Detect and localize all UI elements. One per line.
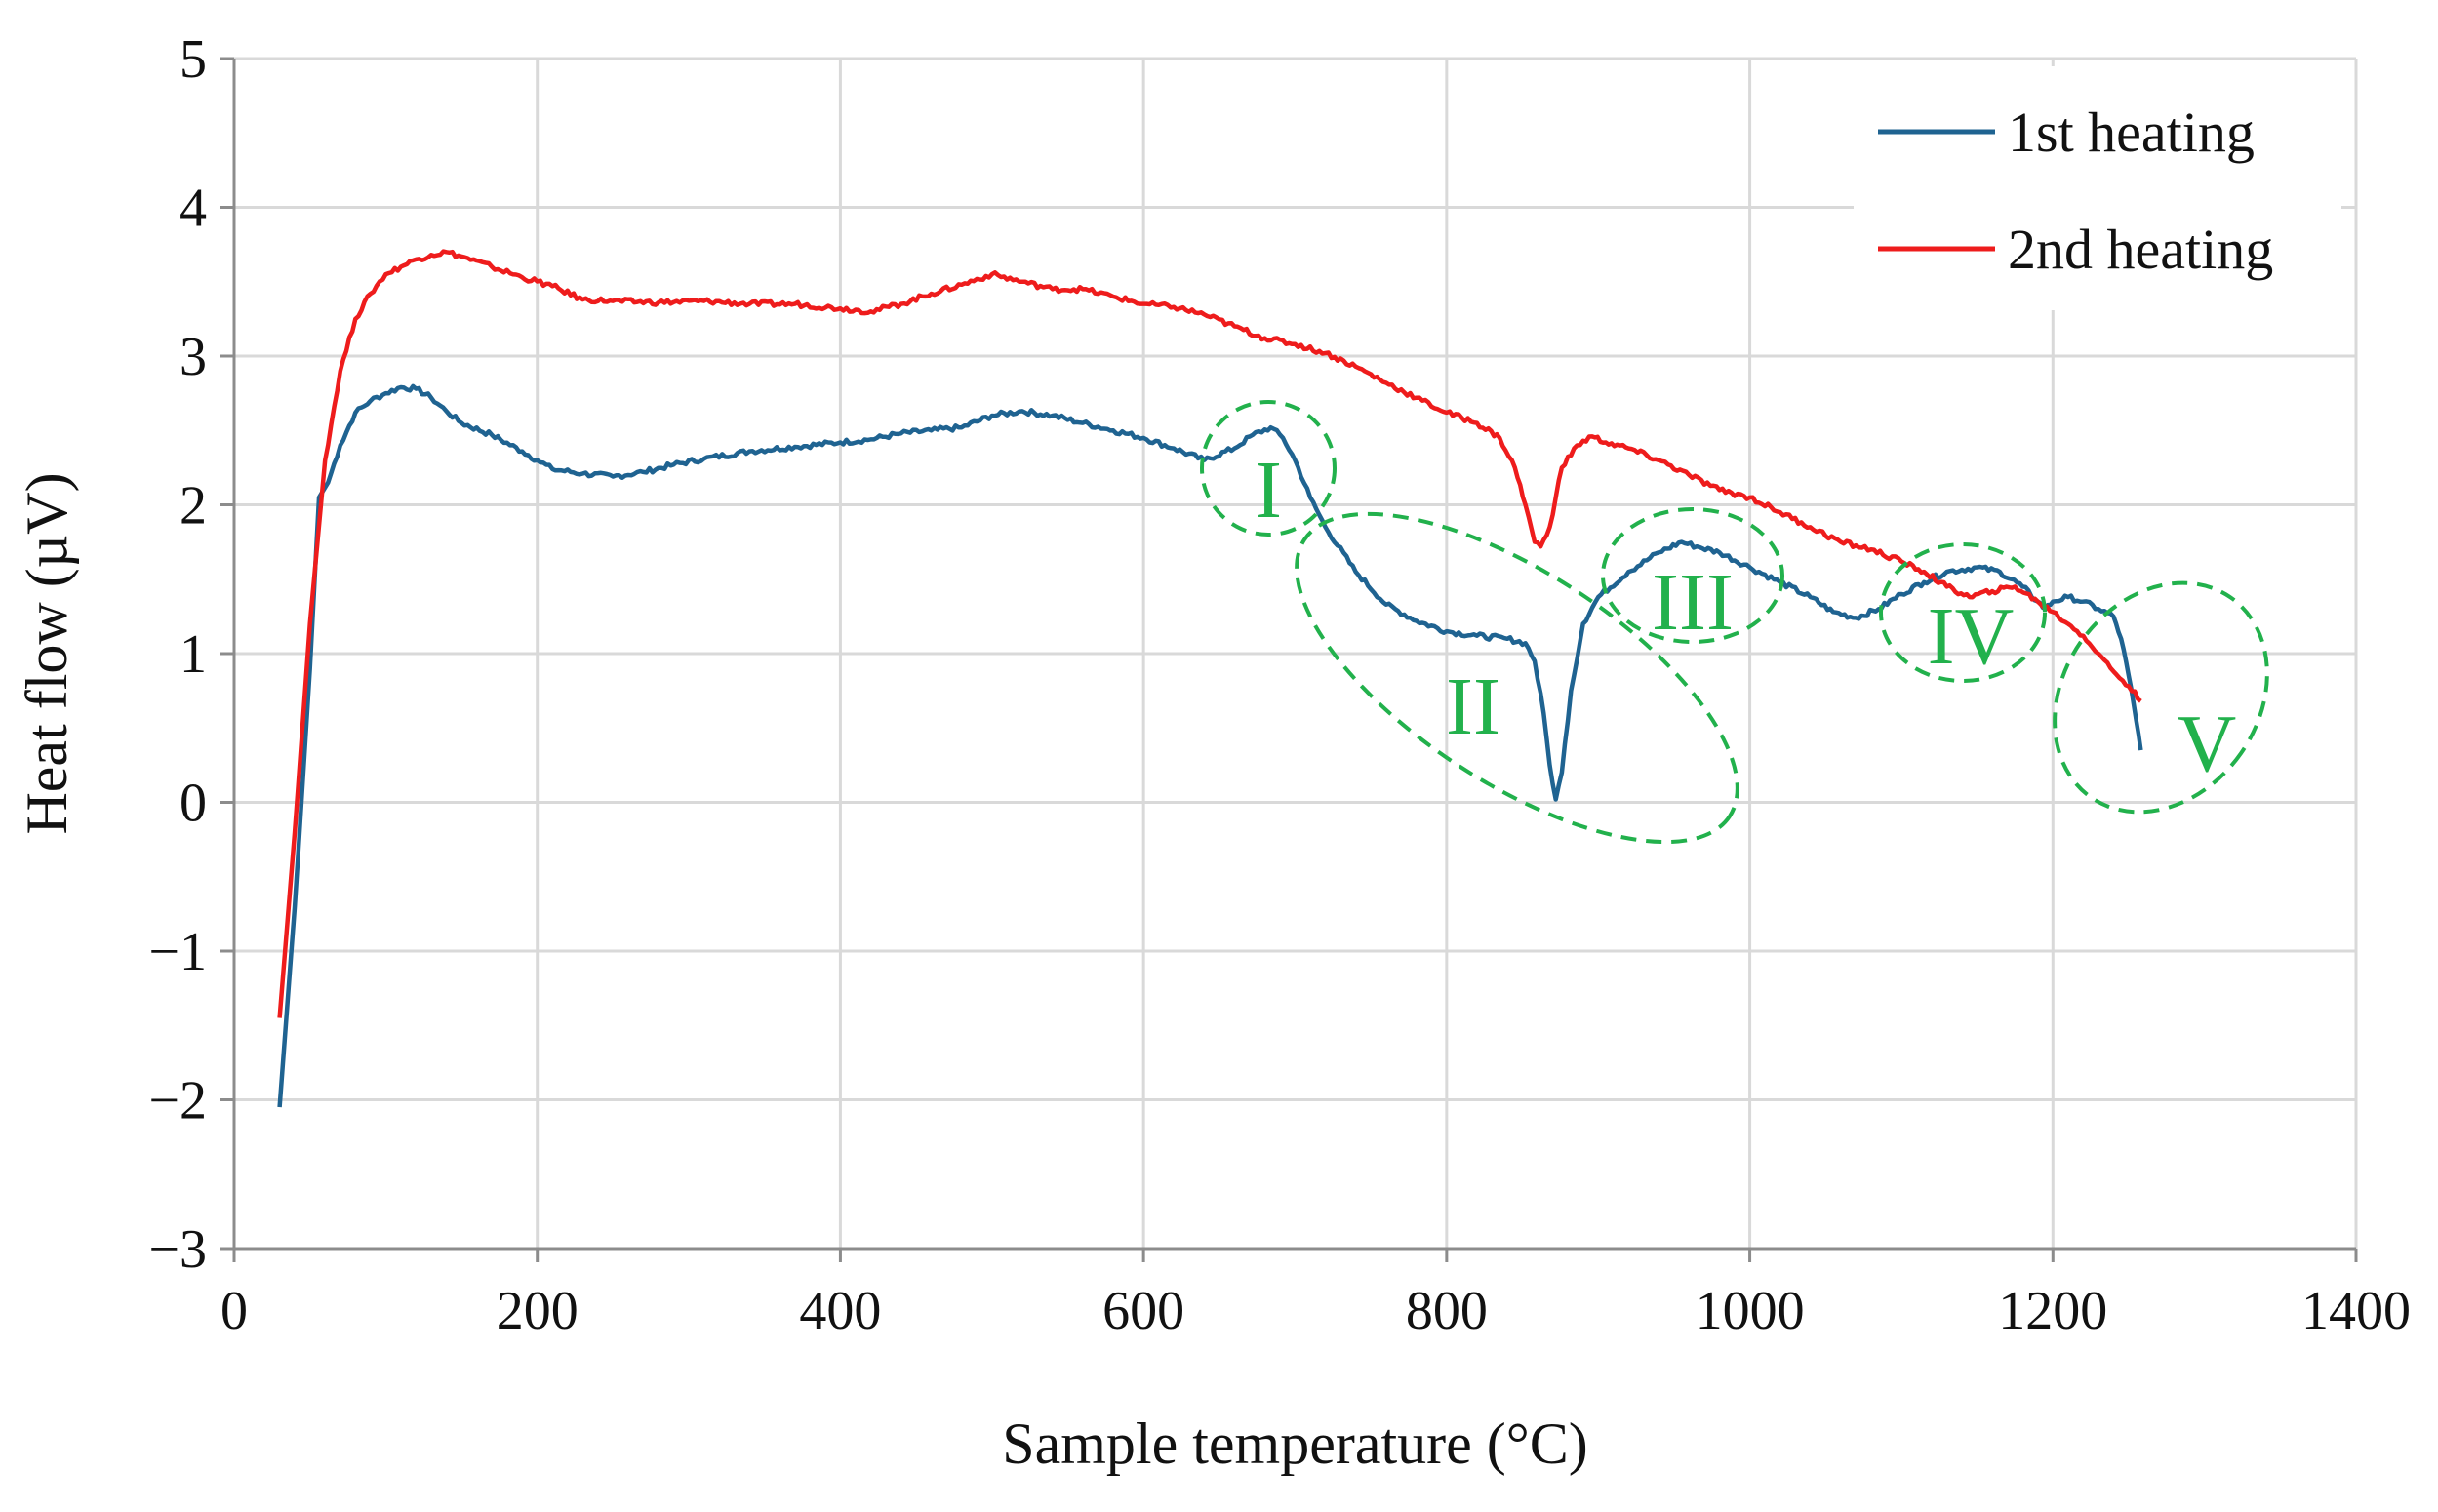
legend-box bbox=[1854, 66, 2341, 310]
y-axis-title: Heat flow (µV) bbox=[15, 472, 79, 834]
series-line-1st-heating bbox=[277, 383, 2143, 1108]
x-tick-label: 600 bbox=[1102, 1281, 1184, 1341]
y-tick-label: −3 bbox=[148, 1219, 207, 1280]
x-axis-title: Sample temperature (°C) bbox=[1002, 1412, 1587, 1476]
region-iv-label: IV bbox=[1928, 591, 2015, 682]
x-tick-label: 200 bbox=[497, 1281, 579, 1341]
y-tick-label: 4 bbox=[180, 179, 207, 239]
legend: 1st heating 2nd heating bbox=[1854, 66, 2341, 310]
x-tick-label: 1400 bbox=[2301, 1281, 2411, 1341]
region-iii-label: III bbox=[1652, 557, 1734, 648]
region-i-label: I bbox=[1255, 445, 1282, 536]
y-tick-label: −1 bbox=[148, 922, 207, 982]
axes bbox=[220, 57, 2358, 1262]
region-iii-ellipse bbox=[1601, 507, 1784, 644]
region-ii-ellipse bbox=[1295, 511, 1739, 845]
y-tick-label: 0 bbox=[180, 774, 207, 834]
legend-label: 2nd heating bbox=[2008, 218, 2273, 281]
region-v-ellipse bbox=[2053, 580, 2269, 815]
gridlines bbox=[234, 57, 2358, 1251]
region-v-label: V bbox=[2178, 698, 2237, 789]
y-tick-label: 2 bbox=[180, 476, 207, 537]
region-i-ellipse bbox=[1200, 400, 1337, 537]
x-tick-label: 400 bbox=[799, 1281, 881, 1341]
tick-labels: −3 −2 −1 0 1 2 3 4 5 0 200 400 600 800 1000 1200 1400 bbox=[148, 29, 2411, 1341]
y-tick-label: 5 bbox=[180, 29, 207, 90]
series-line-2nd-heating bbox=[277, 249, 2142, 1018]
region-ii-label: II bbox=[1446, 661, 1500, 752]
legend-label: 1st heating bbox=[2008, 100, 2255, 164]
y-tick-label: 1 bbox=[180, 624, 207, 685]
x-tick-label: 1200 bbox=[1998, 1281, 2107, 1341]
series-lines bbox=[277, 249, 2143, 1108]
x-tick-label: 800 bbox=[1406, 1281, 1488, 1341]
x-tick-label: 1000 bbox=[1696, 1281, 1805, 1341]
y-tick-label: −2 bbox=[148, 1071, 207, 1132]
x-tick-label: 0 bbox=[220, 1281, 248, 1341]
y-tick-label: 3 bbox=[180, 327, 207, 387]
region-iv-ellipse bbox=[1879, 542, 2047, 683]
